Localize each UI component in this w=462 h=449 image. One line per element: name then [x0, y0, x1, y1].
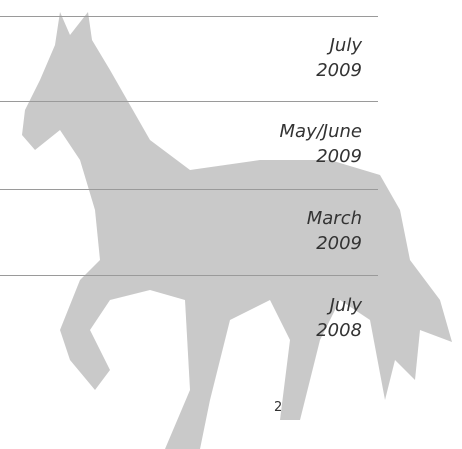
- issue-entry: May/June 2009: [280, 119, 362, 169]
- horse-silhouette: [0, 0, 462, 449]
- divider: [0, 101, 378, 102]
- issue-year: 2009: [280, 144, 362, 169]
- issue-month: March: [307, 206, 362, 231]
- divider: [0, 275, 378, 276]
- divider: [0, 189, 378, 190]
- issue-month: July: [316, 293, 362, 318]
- divider: [0, 16, 378, 17]
- issue-month: May/June: [280, 119, 362, 144]
- issue-entry: July 2008: [316, 293, 362, 343]
- page-number: 2: [274, 400, 282, 415]
- page: July 2009 May/June 2009 March 2009 July …: [0, 0, 462, 449]
- issue-year: 2009: [316, 58, 362, 83]
- issue-entry: July 2009: [316, 33, 362, 83]
- issue-year: 2009: [307, 231, 362, 256]
- issue-year: 2008: [316, 318, 362, 343]
- issue-month: July: [316, 33, 362, 58]
- issue-entry: March 2009: [307, 206, 362, 256]
